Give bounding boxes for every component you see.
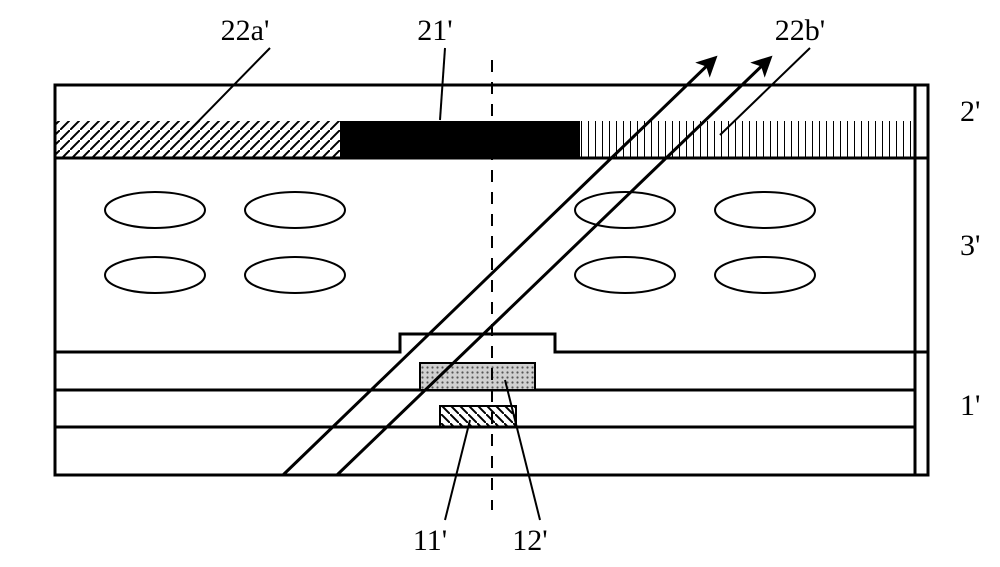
ray-2 <box>337 58 770 475</box>
label-side1: 1' <box>960 389 980 422</box>
label-br: 12' <box>512 524 547 557</box>
layer3-ellipses <box>105 192 815 293</box>
lc-ellipse <box>715 257 815 293</box>
leader-bl <box>445 420 470 520</box>
lc-ellipse <box>245 257 345 293</box>
bracket-1 <box>916 352 928 475</box>
layer1-top-line <box>55 334 915 352</box>
lc-ellipse <box>105 192 205 228</box>
region-21 <box>340 121 580 158</box>
bracket-3 <box>916 158 928 352</box>
label-tm: 21' <box>417 14 452 47</box>
label-side2: 2' <box>960 95 980 128</box>
label-tr: 22b' <box>775 14 825 47</box>
bracket-2 <box>916 85 928 158</box>
lc-ellipse <box>715 192 815 228</box>
label-bl: 11' <box>413 524 447 557</box>
lc-ellipse <box>105 257 205 293</box>
lc-ellipse <box>245 192 345 228</box>
leader-br <box>505 380 540 520</box>
label-tl: 22a' <box>221 14 270 47</box>
region-11 <box>440 406 516 427</box>
lc-ellipse <box>575 257 675 293</box>
label-side3: 3' <box>960 229 980 262</box>
